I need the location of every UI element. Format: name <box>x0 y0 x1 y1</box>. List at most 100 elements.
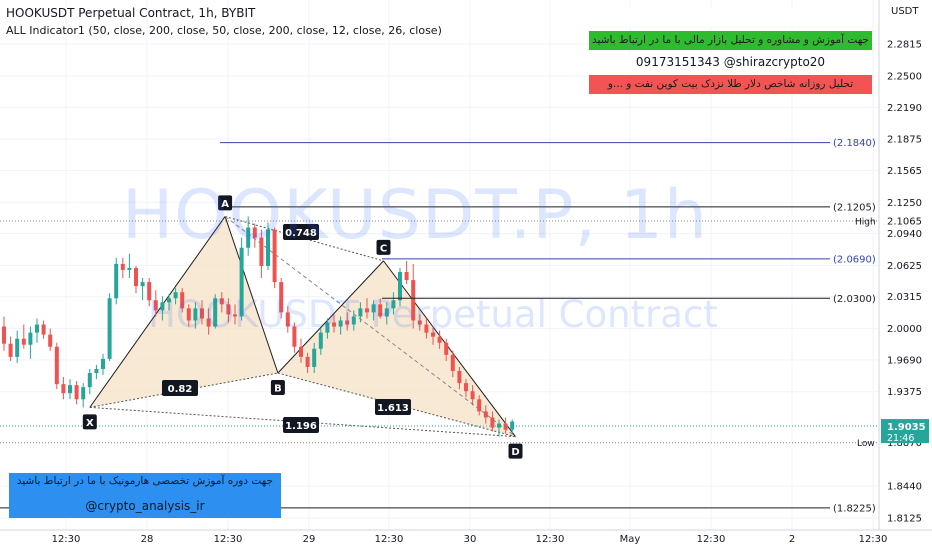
point-label-d: D <box>511 447 519 458</box>
price-tick: 2.0940 <box>887 229 922 240</box>
time-axis[interactable]: 12:30 28 12:30 29 12:30 30 12:30 May 12:30 2 12:30 <box>0 529 932 545</box>
candle-body <box>503 423 508 430</box>
candle-body <box>180 292 185 309</box>
price-tick: 2.1565 <box>887 166 922 177</box>
candle-body <box>87 373 92 388</box>
candle-body <box>167 298 171 303</box>
candle-body <box>134 267 138 287</box>
ratio-label-box <box>283 417 319 433</box>
price-tick: 1.8125 <box>887 514 922 525</box>
ratio-label: 0.82 <box>168 384 193 395</box>
candle-body <box>497 423 501 428</box>
candle-body <box>358 308 363 317</box>
current-price-value: 1.9035 <box>887 422 926 433</box>
price-tick: 1.9375 <box>887 387 922 398</box>
candle-body <box>74 385 79 400</box>
candle-body <box>28 332 33 345</box>
ratio-label: 0.748 <box>285 228 317 239</box>
candle-body <box>147 282 152 301</box>
time-tick: 12:30 <box>536 534 565 545</box>
description-watermark: HOOKUSDT Perpetual Contract <box>148 293 718 336</box>
candle-body <box>140 282 145 287</box>
candle-body <box>206 318 211 327</box>
ad-box-consulting: جهت آموزش و مشاوره و تحلیل بازار مالی با… <box>589 31 872 50</box>
candle-body <box>200 308 204 319</box>
candle-body <box>61 384 66 394</box>
point-label-box <box>218 195 233 211</box>
price-tick: 1.8440 <box>887 482 922 493</box>
promo-handle: @crypto_analysis_ir <box>85 499 205 513</box>
candle-body <box>345 320 350 325</box>
candle-body <box>285 312 290 327</box>
low-label: Low <box>857 439 875 449</box>
candle-body <box>193 308 198 321</box>
promo-text: جهت دوره آموزش تخصصی هارمونیک با ما در ا… <box>16 475 273 487</box>
candle-body <box>404 271 409 281</box>
point-label-box <box>270 380 285 396</box>
ratio-label-box <box>283 224 319 240</box>
candle-body <box>431 332 435 337</box>
candle-body <box>41 324 46 335</box>
candle-body <box>378 304 383 317</box>
candle-body <box>398 271 402 301</box>
candle-body <box>464 383 468 392</box>
candle-body <box>246 227 251 248</box>
chart-title: HOOKUSDT Perpetual Contract, 1h, BYBIT <box>6 6 256 20</box>
price-axis[interactable]: USDT 2.2815 2.2500 2.2190 2.1875 2.1565 2.1250… <box>855 0 932 550</box>
candle-body <box>305 356 310 367</box>
candle-body <box>457 371 462 384</box>
time-tick: 30 <box>464 534 477 545</box>
level-label: (2.0690) <box>833 254 876 265</box>
pattern-dotted-line <box>224 215 384 262</box>
bcd-triangle <box>277 260 516 437</box>
level-label: (2.0300) <box>833 294 876 305</box>
pattern-leg <box>89 216 226 408</box>
indicator-legend[interactable]: ALL Indicator1 (50, close, 200, close, 5… <box>6 24 442 37</box>
point-label-c: C <box>380 243 387 254</box>
candle-body <box>114 263 119 299</box>
price-axis-panel <box>879 0 932 550</box>
candle-body <box>213 298 218 327</box>
candle-body <box>233 314 237 317</box>
time-tick: 12:30 <box>52 534 81 545</box>
level-label: (2.1840) <box>833 138 876 149</box>
candle-body <box>332 322 336 327</box>
time-tick: May <box>620 534 641 545</box>
price-tick: 2.0000 <box>887 324 922 335</box>
candle-body <box>470 391 475 400</box>
candle-body <box>272 229 277 283</box>
price-tick: 2.2500 <box>887 71 922 82</box>
candle-body <box>8 343 13 357</box>
ad-box-blank <box>589 8 872 27</box>
point-label-box <box>376 239 391 255</box>
point-label-box <box>82 414 97 430</box>
pattern-leg <box>383 260 516 437</box>
price-tick: 2.0315 <box>887 292 922 303</box>
ad-box-contact: 09173151343 @shirazcrypto20 <box>589 53 872 72</box>
candle-body <box>351 316 356 325</box>
candle-body <box>153 300 158 311</box>
pattern-leg <box>224 216 279 374</box>
candle-body <box>279 282 284 313</box>
ratio-label: 1.196 <box>285 421 317 432</box>
candle-body <box>371 304 376 313</box>
pattern-dotted-line <box>277 372 516 438</box>
pattern-labels: X A B C D 0.748 0.82 1.613 1.196 <box>82 195 523 459</box>
candle-body <box>94 368 99 374</box>
time-tick: 12:30 <box>697 534 726 545</box>
point-label-b: B <box>274 384 282 395</box>
candle-body <box>219 298 224 305</box>
candle-body <box>417 320 422 325</box>
point-label-x: X <box>86 418 94 429</box>
bar-countdown: 21:46 <box>887 433 914 444</box>
candle-body <box>477 399 482 412</box>
level-label: (2.1205) <box>833 202 876 213</box>
price-tick: 2.2815 <box>887 40 922 51</box>
candle-body <box>325 322 330 333</box>
candles-layer <box>2 216 515 437</box>
candle-body <box>490 417 495 428</box>
candle-body <box>483 411 488 418</box>
candle-body <box>107 298 112 359</box>
time-tick: 29 <box>303 534 316 545</box>
